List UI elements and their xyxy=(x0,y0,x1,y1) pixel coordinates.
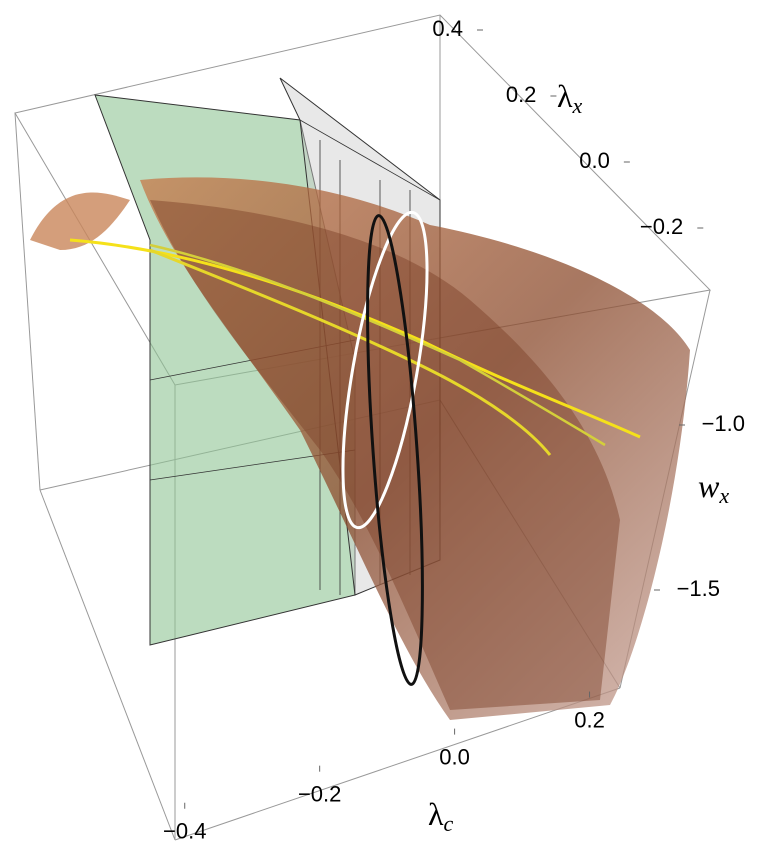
tick-label: 0.2 xyxy=(506,82,537,107)
z-axis-label: wx xyxy=(698,468,729,508)
tick-label: 0.0 xyxy=(439,744,470,769)
axis-subscript: x xyxy=(718,483,729,508)
tick-label: −0.4 xyxy=(163,819,206,844)
axis-symbol: λ xyxy=(557,78,573,114)
axis-symbol: λ xyxy=(428,796,444,832)
tick-label: −1.0 xyxy=(702,411,745,436)
axis-subscript: c xyxy=(444,811,454,836)
tick-label: 0.0 xyxy=(579,148,610,173)
tick-label: −0.2 xyxy=(640,214,683,239)
y-axis-label: λc xyxy=(428,796,454,836)
x-axis-label: λx xyxy=(557,78,583,118)
tick-label: −1.5 xyxy=(677,576,720,601)
surface xyxy=(30,177,690,721)
tick-label: 0.4 xyxy=(432,16,463,41)
tick-label: 0.2 xyxy=(574,707,605,732)
axis-symbol: w xyxy=(698,468,720,504)
curves xyxy=(69,210,641,686)
axis-subscript: x xyxy=(572,93,583,118)
tick-label: −0.2 xyxy=(298,781,341,806)
